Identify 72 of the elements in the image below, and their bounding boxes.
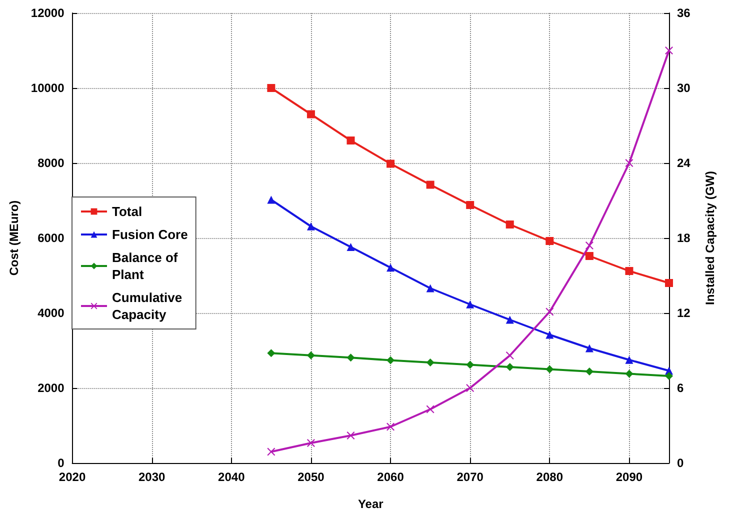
point [267,448,276,456]
point [665,46,673,54]
point [506,352,514,360]
point [546,308,554,316]
point [625,267,634,275]
legend-label: Fusion Core [112,227,188,242]
point [546,365,554,374]
y2-tick-label: 12 [677,306,691,320]
point [267,196,276,204]
y-tick-label: 2000 [38,381,65,395]
y-tick-label: 8000 [38,156,65,170]
point [506,363,514,371]
y-tick-label: 10000 [30,81,65,95]
x-tick-label: 2050 [298,470,325,484]
point [426,180,434,189]
point [506,220,514,228]
point [386,264,395,272]
y2-tick-label: 6 [677,381,684,395]
y-tick-label: 12000 [30,6,65,20]
point [546,330,554,339]
point [386,356,395,364]
x-tick-label: 2080 [536,470,564,484]
point [426,405,434,414]
point [625,159,634,167]
legend-label: Cumulative Capacity [112,290,182,322]
point [466,300,474,308]
x-tick-label: 2030 [138,470,166,484]
y2-tick-label: 30 [677,81,691,95]
point [466,384,474,392]
x-tick-label: 2090 [616,470,643,484]
point [585,252,594,260]
point [346,432,355,440]
x-tick-label: 2060 [377,470,404,484]
point [506,316,514,324]
point [426,284,434,292]
point [665,279,673,287]
point [306,110,315,118]
y-tick-label: 6000 [38,231,65,245]
point [546,237,554,245]
point [267,349,276,358]
point [306,439,315,447]
y2-tick-label: 0 [677,456,684,470]
legend-label: Balance of Plant [112,250,178,282]
legend-label: Total [112,204,142,219]
point [346,136,355,144]
x-tick-label: 2040 [218,470,246,484]
point [386,160,395,168]
y2-tick-label: 24 [677,156,691,170]
point [625,370,634,378]
point [466,360,474,369]
y-tick-label: 0 [58,456,65,470]
point [585,344,594,352]
y2-tick-label: 18 [677,231,691,245]
point [585,368,594,376]
y2-tick-label: 36 [677,6,691,20]
point [346,354,355,362]
point [267,84,276,92]
y-axis-title: Cost (MEuro) [7,200,21,276]
point [665,372,673,380]
point [306,351,315,360]
point [346,243,355,251]
point [426,358,434,366]
y2-axis-title: Installed Capacity (GW) [703,170,717,306]
x-tick-label: 2070 [456,470,484,484]
x-tick-label: 2020 [58,470,86,484]
point [466,201,474,209]
point [306,222,315,230]
x-axis-title: Year [358,497,384,511]
point [625,356,634,364]
y-tick-label: 4000 [38,306,65,320]
point [585,242,594,250]
point [386,422,395,431]
